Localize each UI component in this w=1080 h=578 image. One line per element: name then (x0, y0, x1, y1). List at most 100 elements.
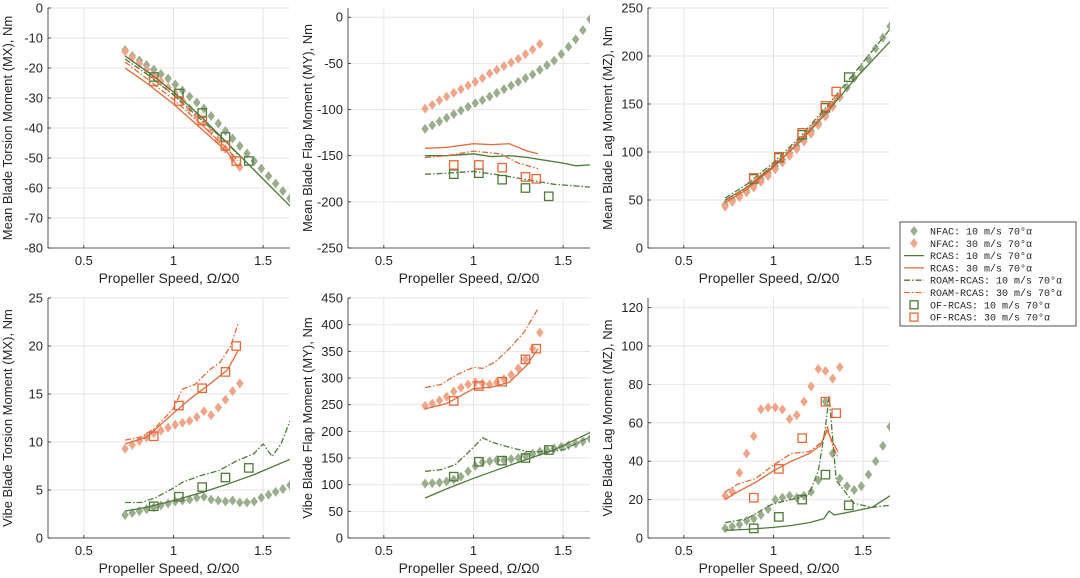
data-point-of-rcas-10-m-s-70 (474, 456, 484, 467)
data-point-nfac-30-m-s-70 (457, 84, 465, 95)
data-point-of-rcas-30-m-s-70 (174, 400, 184, 411)
series-group (421, 308, 590, 499)
data-point-nfac-30-m-s-70 (793, 410, 801, 421)
data-point-nfac-10-m-s-70 (207, 494, 215, 505)
y-tick-label: -80 (24, 241, 43, 256)
data-point-nfac-30-m-s-70 (735, 467, 744, 478)
data-point-nfac-30-m-s-70 (435, 95, 444, 106)
data-point-of-rcas-10-m-s-70 (520, 183, 531, 193)
data-point-of-rcas-30-m-s-70 (531, 343, 542, 354)
data-point-nfac-30-m-s-70 (121, 46, 129, 57)
data-point-nfac-30-m-s-70 (493, 64, 501, 75)
y-tick-label: -60 (24, 181, 43, 196)
x-tick-label: 0.5 (75, 253, 93, 268)
y-axis-label: Mean Blade Lag Moment (MZ), Nm (600, 26, 615, 230)
data-point-of-rcas-10-m-s-70 (174, 491, 184, 502)
x-tick-label: 0.5 (375, 543, 393, 558)
data-point-nfac-30-m-s-70 (742, 448, 751, 459)
series-line-roam-rcas-10-m-s-70 (724, 395, 890, 524)
series-group (421, 14, 590, 202)
data-point-of-rcas-30-m-s-70 (774, 151, 784, 162)
x-tick-label: 1 (470, 253, 477, 268)
data-point-nfac-30-m-s-70 (828, 373, 837, 384)
data-point-nfac-30-m-s-70 (228, 386, 237, 397)
y-tick-label: 120 (621, 300, 643, 315)
data-point-of-rcas-10-m-s-70 (774, 512, 784, 522)
data-point-nfac-10-m-s-70 (564, 41, 573, 52)
series-line-rcas-30-m-s-70 (124, 67, 239, 168)
data-point-nfac-10-m-s-70 (243, 148, 251, 159)
data-point-nfac-30-m-s-70 (421, 400, 429, 411)
data-point-nfac-10-m-s-70 (421, 123, 429, 134)
data-point-nfac-10-m-s-70 (457, 105, 465, 116)
data-point-nfac-30-m-s-70 (536, 39, 544, 49)
legend-marker-square (909, 312, 919, 322)
data-point-nfac-10-m-s-70 (286, 193, 290, 204)
y-tick-label: 0 (636, 531, 643, 546)
data-point-nfac-10-m-s-70 (164, 498, 172, 509)
data-point-nfac-10-m-s-70 (243, 497, 251, 508)
y-tick-label: 250 (321, 397, 343, 412)
legend-marker-diamond (910, 226, 918, 236)
data-point-nfac-30-m-s-70 (814, 364, 823, 375)
y-tick-label: 0 (636, 241, 643, 256)
data-point-nfac-30-m-s-70 (821, 365, 830, 376)
data-point-nfac-10-m-s-70 (493, 455, 501, 466)
data-point-of-rcas-30-m-s-70 (831, 408, 842, 419)
legend-label: NFAC: 10 m/s 70°α (930, 227, 1032, 239)
data-point-nfac-30-m-s-70 (150, 428, 158, 439)
x-tick-label: 0.5 (375, 253, 393, 268)
data-point-nfac-10-m-s-70 (857, 481, 866, 492)
data-point-nfac-10-m-s-70 (228, 495, 237, 506)
data-point-nfac-10-m-s-70 (879, 440, 887, 451)
data-point-nfac-10-m-s-70 (286, 480, 290, 491)
data-point-nfac-30-m-s-70 (764, 402, 772, 413)
y-tick-label: 150 (321, 451, 343, 466)
data-point-of-rcas-10-m-s-70 (820, 469, 831, 480)
legend-box (899, 221, 1077, 327)
data-point-of-rcas-10-m-s-70 (197, 482, 208, 492)
x-tick-label: 1 (770, 253, 777, 268)
data-point-nfac-10-m-s-70 (871, 43, 880, 54)
y-tick-label: -50 (24, 151, 43, 166)
x-tick-label: 1.5 (554, 253, 572, 268)
data-point-nfac-10-m-s-70 (536, 64, 544, 75)
data-point-nfac-10-m-s-70 (771, 494, 780, 505)
data-point-nfac-30-m-s-70 (450, 87, 458, 98)
y-tick-label: 50 (629, 193, 643, 208)
data-point-nfac-10-m-s-70 (850, 485, 858, 495)
x-axis-label: Propeller Speed, Ω/Ω0 (699, 560, 840, 576)
y-tick-label: -200 (317, 194, 343, 209)
data-point-nfac-10-m-s-70 (236, 497, 244, 508)
data-point-nfac-10-m-s-70 (735, 519, 744, 530)
legend-label: OF-RCAS: 30 m/s 70°α (930, 313, 1050, 325)
data-point-of-rcas-10-m-s-70 (243, 156, 254, 166)
series-line-rcas-30-m-s-70 (424, 348, 539, 410)
data-point-nfac-10-m-s-70 (221, 126, 230, 136)
data-point-nfac-10-m-s-70 (450, 474, 458, 485)
data-point-nfac-30-m-s-70 (478, 73, 487, 84)
series-line-roam-rcas-10-m-s-70 (724, 28, 890, 199)
y-tick-label: 20 (29, 339, 43, 354)
data-point-of-rcas-10-m-s-70 (243, 463, 254, 473)
data-point-nfac-10-m-s-70 (778, 492, 787, 503)
x-tick-label: 1.5 (254, 253, 272, 268)
data-point-nfac-10-m-s-70 (164, 73, 172, 84)
y-tick-label: 200 (621, 49, 643, 64)
data-point-nfac-30-m-s-70 (528, 44, 537, 55)
data-point-nfac-30-m-s-70 (178, 417, 187, 428)
y-axis-label: Vibe Blade Lag Moment (MZ), Nm (600, 320, 615, 517)
y-tick-label: 350 (321, 344, 343, 359)
data-point-nfac-30-m-s-70 (800, 396, 808, 407)
data-point-nfac-10-m-s-70 (464, 466, 472, 477)
data-point-nfac-10-m-s-70 (886, 421, 890, 432)
series-line-rcas-10-m-s-70 (124, 458, 290, 512)
data-point-nfac-30-m-s-70 (421, 103, 429, 114)
chart-1: 0.5 1 1.5 -80 -70 -60 -50 -40 -30 -20 -10 0 Propelle… (0, 1, 290, 286)
data-point-nfac-30-m-s-70 (771, 402, 780, 413)
y-tick-label: 60 (629, 415, 643, 430)
data-point-nfac-10-m-s-70 (471, 98, 480, 109)
x-axis-label: Propeller Speed, Ω/Ω0 (399, 560, 540, 576)
data-point-nfac-10-m-s-70 (171, 79, 180, 90)
x-tick-label: 1 (470, 543, 477, 558)
